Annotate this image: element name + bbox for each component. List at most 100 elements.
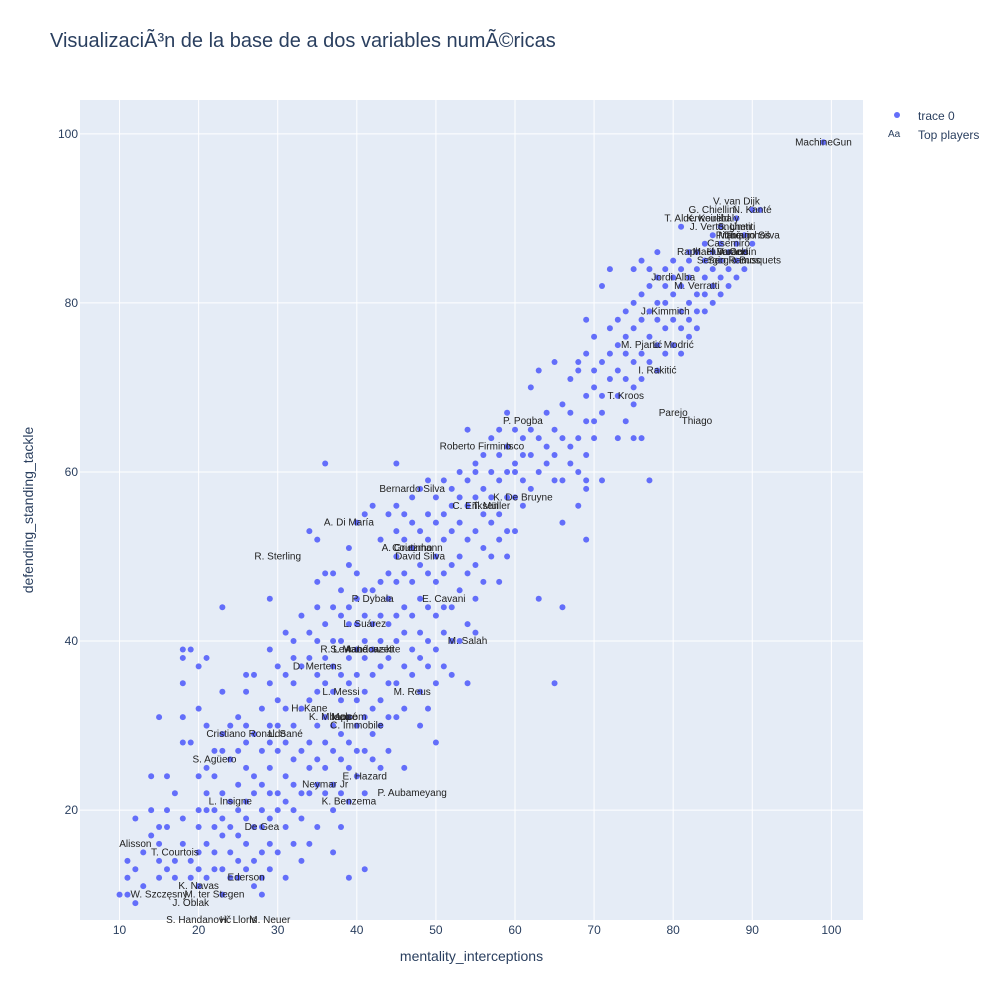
- data-point[interactable]: [638, 316, 645, 323]
- data-point[interactable]: [678, 223, 685, 230]
- data-point[interactable]: [156, 874, 163, 881]
- data-point[interactable]: [409, 671, 416, 678]
- data-point[interactable]: [725, 266, 732, 273]
- data-point[interactable]: [496, 536, 503, 543]
- data-point[interactable]: [551, 452, 558, 459]
- data-point[interactable]: [203, 722, 210, 729]
- data-point[interactable]: [654, 274, 661, 281]
- data-point[interactable]: [338, 612, 344, 619]
- data-point[interactable]: [535, 468, 542, 475]
- data-point[interactable]: [306, 840, 313, 847]
- data-point[interactable]: [164, 807, 170, 814]
- data-point[interactable]: [187, 857, 194, 864]
- data-point[interactable]: [701, 257, 708, 264]
- data-point[interactable]: [638, 291, 645, 298]
- data-point[interactable]: [559, 401, 566, 408]
- data-point[interactable]: [195, 773, 202, 780]
- data-point[interactable]: [646, 477, 653, 484]
- data-point[interactable]: [701, 274, 708, 281]
- data-point[interactable]: [575, 468, 582, 475]
- data-point[interactable]: [464, 570, 471, 577]
- data-point[interactable]: [591, 435, 598, 442]
- data-point[interactable]: [464, 502, 471, 509]
- data-point[interactable]: [820, 139, 827, 146]
- data-point[interactable]: [338, 587, 344, 594]
- data-point[interactable]: [678, 308, 685, 315]
- data-point[interactable]: [377, 722, 384, 729]
- data-point[interactable]: [243, 764, 250, 771]
- data-point[interactable]: [614, 316, 621, 323]
- data-point[interactable]: [630, 325, 637, 332]
- data-point[interactable]: [393, 714, 400, 721]
- data-point[interactable]: [322, 714, 329, 721]
- data-point[interactable]: [701, 308, 708, 315]
- data-point[interactable]: [488, 494, 495, 501]
- data-point[interactable]: [464, 621, 471, 628]
- data-point[interactable]: [164, 773, 170, 780]
- data-point[interactable]: [385, 570, 392, 577]
- data-point[interactable]: [211, 866, 218, 873]
- data-point[interactable]: [662, 266, 669, 273]
- data-point[interactable]: [282, 629, 289, 636]
- data-point[interactable]: [124, 857, 131, 864]
- data-point[interactable]: [599, 359, 605, 366]
- data-point[interactable]: [353, 747, 360, 754]
- data-point[interactable]: [551, 680, 558, 687]
- data-point[interactable]: [258, 874, 265, 881]
- data-point[interactable]: [306, 790, 313, 797]
- data-point[interactable]: [156, 824, 163, 831]
- data-point[interactable]: [456, 494, 463, 501]
- data-point[interactable]: [646, 333, 653, 340]
- data-point[interactable]: [156, 840, 163, 847]
- legend[interactable]: trace 0 Aa Top players: [888, 106, 979, 144]
- data-point[interactable]: [345, 739, 352, 746]
- data-point[interactable]: [504, 553, 511, 560]
- data-point[interactable]: [361, 714, 368, 721]
- data-point[interactable]: [345, 604, 352, 611]
- data-point[interactable]: [591, 333, 598, 340]
- data-point[interactable]: [709, 266, 716, 273]
- data-point[interactable]: [385, 511, 392, 518]
- data-point[interactable]: [156, 714, 163, 721]
- data-point[interactable]: [686, 274, 692, 281]
- data-point[interactable]: [622, 418, 629, 425]
- data-point[interactable]: [630, 435, 637, 442]
- data-point[interactable]: [393, 578, 400, 585]
- data-point[interactable]: [219, 891, 226, 898]
- data-point[interactable]: [393, 460, 400, 467]
- data-point[interactable]: [630, 401, 637, 408]
- data-point[interactable]: [266, 790, 273, 797]
- data-point[interactable]: [361, 747, 368, 754]
- data-point[interactable]: [211, 747, 218, 754]
- data-point[interactable]: [219, 731, 226, 738]
- data-point[interactable]: [575, 359, 582, 366]
- data-point[interactable]: [448, 604, 455, 611]
- data-point[interactable]: [345, 621, 352, 628]
- data-point[interactable]: [504, 443, 511, 450]
- data-point[interactable]: [243, 722, 250, 729]
- data-point[interactable]: [266, 764, 273, 771]
- data-point[interactable]: [551, 359, 558, 366]
- data-point[interactable]: [709, 299, 716, 306]
- data-point[interactable]: [251, 671, 257, 678]
- data-point[interactable]: [567, 443, 574, 450]
- data-point[interactable]: [417, 654, 424, 661]
- data-point[interactable]: [527, 485, 534, 492]
- data-point[interactable]: [670, 342, 677, 349]
- data-point[interactable]: [393, 638, 400, 645]
- data-point[interactable]: [432, 739, 439, 746]
- data-point[interactable]: [266, 722, 273, 729]
- data-point[interactable]: [227, 824, 234, 831]
- data-point[interactable]: [338, 697, 344, 704]
- data-point[interactable]: [211, 807, 218, 814]
- data-point[interactable]: [425, 604, 431, 611]
- data-point[interactable]: [725, 249, 732, 256]
- data-point[interactable]: [385, 714, 392, 721]
- data-point[interactable]: [646, 266, 653, 273]
- data-point[interactable]: [377, 663, 384, 670]
- data-point[interactable]: [258, 807, 265, 814]
- data-point[interactable]: [472, 494, 479, 501]
- data-point[interactable]: [314, 722, 321, 729]
- data-point[interactable]: [243, 739, 250, 746]
- data-point[interactable]: [298, 747, 305, 754]
